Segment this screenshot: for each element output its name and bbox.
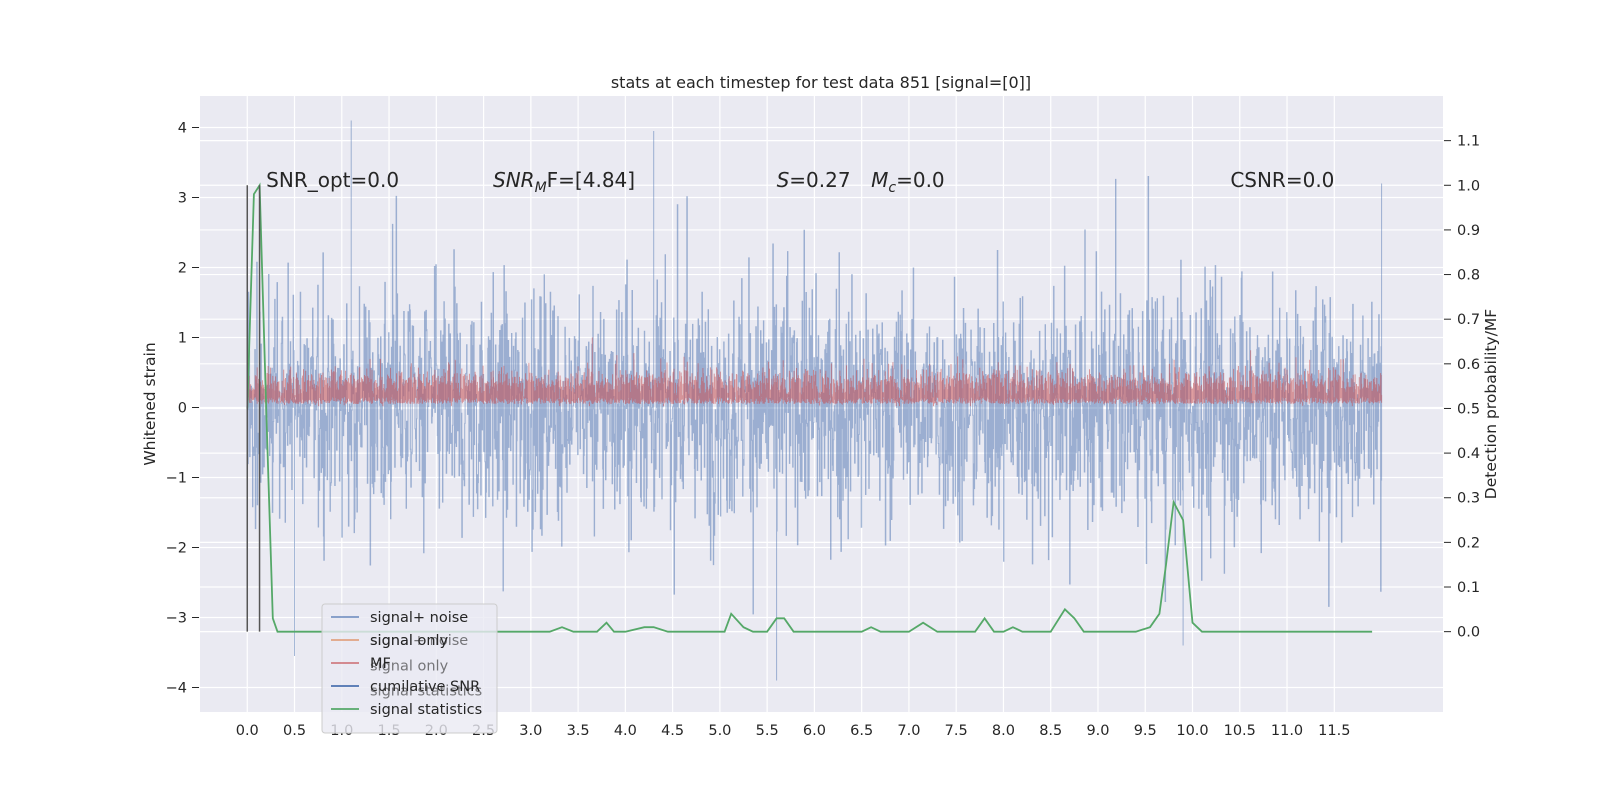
y2-tick-label: 0.9 bbox=[1457, 223, 1480, 239]
x-tick-label: 8.5 bbox=[1039, 723, 1062, 739]
x-tick-label: 9.0 bbox=[1086, 723, 1109, 739]
annotation: SNRMF=[4.84] bbox=[493, 168, 635, 196]
y-tick-label: 0 bbox=[178, 401, 187, 417]
y-axis-label: Whitened strain bbox=[141, 342, 159, 465]
x-tick-label: 6.5 bbox=[850, 723, 873, 739]
chart-title: stats at each timestep for test data 851… bbox=[611, 73, 1031, 92]
legend-ghost-label: signal+ noise bbox=[370, 633, 468, 649]
legend-ghost-label: signal statistics bbox=[370, 684, 482, 700]
y-tick-label: 4 bbox=[178, 121, 187, 137]
y2-tick-label: 0.8 bbox=[1457, 268, 1480, 284]
x-tick-label: 8.0 bbox=[992, 723, 1015, 739]
legend-label: signal statistics bbox=[370, 702, 482, 718]
legend-box bbox=[321, 603, 498, 734]
y-tick-label: 1 bbox=[178, 331, 187, 347]
y2-tick-label: 0.5 bbox=[1457, 401, 1480, 417]
y2-tick-label: 0.1 bbox=[1457, 580, 1480, 596]
x-tick-label: 0.5 bbox=[283, 723, 306, 739]
x-tick-label: 7.0 bbox=[897, 723, 920, 739]
x-tick-label: 9.5 bbox=[1134, 723, 1157, 739]
x-tick-label: 7.5 bbox=[945, 723, 968, 739]
x-tick-label: 3.0 bbox=[519, 723, 542, 739]
annotation: S=0.27 bbox=[777, 168, 851, 192]
y-tick-label: −2 bbox=[166, 541, 187, 557]
series-signal-statistics bbox=[246, 182, 1373, 633]
x-tick-label: 10.5 bbox=[1224, 723, 1256, 739]
x-tick-label: 11.5 bbox=[1318, 723, 1350, 739]
x-tick-label: 5.5 bbox=[756, 723, 779, 739]
x-tick-label: 0.0 bbox=[236, 723, 259, 739]
marker-layer bbox=[246, 185, 261, 632]
y2-tick-label: 0.2 bbox=[1457, 535, 1480, 551]
y2-tick-label: 0.0 bbox=[1457, 625, 1480, 641]
y2-axis-label: Detection probability/MF bbox=[1482, 309, 1500, 500]
x-tick-label: 3.5 bbox=[567, 723, 590, 739]
legend-label: signal+ noise bbox=[370, 610, 468, 626]
annotation: SNR_opt=0.0 bbox=[266, 168, 399, 192]
y2-tick-label: 0.6 bbox=[1457, 357, 1480, 373]
annotation: Mc=0.0 bbox=[871, 168, 945, 196]
y2-tick-label: 0.7 bbox=[1457, 312, 1480, 328]
x-tick-label: 4.0 bbox=[614, 723, 637, 739]
legend-ghost-label: signal only bbox=[370, 658, 449, 674]
x-tick-label: 11.0 bbox=[1271, 723, 1303, 739]
annotation: CSNR=0.0 bbox=[1230, 168, 1334, 192]
x-tick-label: 10.0 bbox=[1176, 723, 1208, 739]
legend-label: MF bbox=[370, 656, 391, 672]
y-tick-label: −3 bbox=[166, 611, 187, 627]
annotations: SNR_opt=0.0 SNRMF=[4.84] S=0.27 Mc=0.0 CSNR=… bbox=[266, 168, 1334, 196]
x-tick-label: 6.0 bbox=[803, 723, 826, 739]
x-tick-label: 4.5 bbox=[661, 723, 684, 739]
y2-tick-label: 1.0 bbox=[1457, 178, 1480, 194]
legend-label: signal only bbox=[370, 633, 449, 649]
y2-tick-label: 1.1 bbox=[1457, 134, 1480, 150]
legend-label: cumilative SNR bbox=[370, 679, 480, 695]
y2-tick-label: 0.3 bbox=[1457, 491, 1480, 507]
x-tick-label: 5.0 bbox=[708, 723, 731, 739]
y-tick-label: 3 bbox=[178, 191, 187, 207]
y-tick-label: −1 bbox=[166, 471, 187, 487]
y-tick-label: −4 bbox=[166, 681, 187, 697]
y-tick-label: 2 bbox=[178, 261, 187, 277]
y2-tick-label: 0.4 bbox=[1457, 446, 1480, 462]
